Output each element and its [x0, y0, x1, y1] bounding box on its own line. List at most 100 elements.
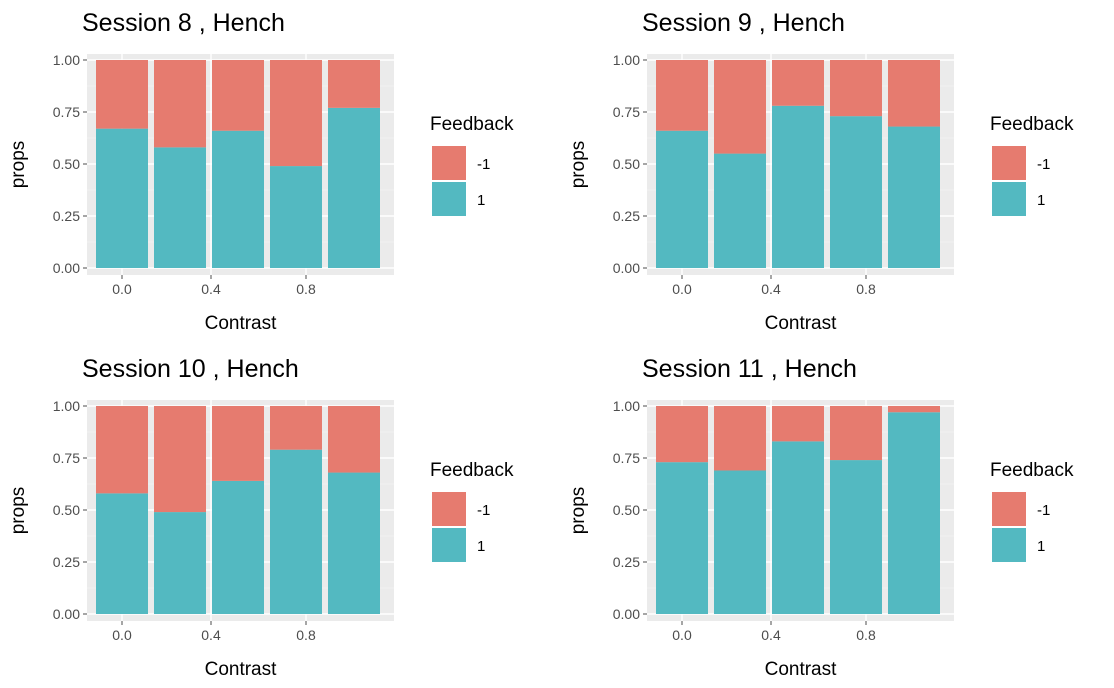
x-axis-title: Contrast	[205, 313, 278, 334]
y-tick-label: 1.00	[613, 398, 640, 414]
legend-label: 1	[1037, 538, 1045, 555]
y-tick-label: 0.25	[613, 554, 640, 570]
x-tick-label: 0.4	[761, 281, 781, 297]
legend-title: Feedback	[430, 460, 514, 481]
bar-segment-feedback-neg1	[830, 60, 882, 117]
bar-segment-feedback-neg1	[270, 406, 322, 450]
bar-segment-feedback-1	[212, 480, 264, 614]
chart-title: Session 9 , Hench	[642, 9, 845, 37]
y-tick-label: 0.50	[613, 502, 640, 518]
bar-segment-feedback-neg1	[714, 406, 766, 471]
x-axis-title: Contrast	[765, 659, 838, 680]
legend-swatch	[432, 146, 466, 180]
y-axis-title: props	[8, 141, 29, 189]
legend-label: 1	[477, 538, 485, 555]
bar-segment-feedback-1	[270, 449, 322, 614]
bar-segment-feedback-1	[96, 128, 148, 268]
y-tick-label: 0.75	[53, 104, 80, 120]
legend: Feedback -1 1	[430, 460, 514, 562]
y-tick-label: 0.50	[613, 156, 640, 172]
bar-segment-feedback-neg1	[96, 60, 148, 129]
y-tick-label: 0.75	[613, 450, 640, 466]
y-tick-label: 0.25	[53, 554, 80, 570]
bar-segment-feedback-1	[656, 130, 708, 268]
bar-segment-feedback-neg1	[212, 406, 264, 481]
x-axis-title: Contrast	[205, 659, 278, 680]
legend-swatch	[992, 146, 1026, 180]
chart-title: Session 11 , Hench	[642, 355, 857, 383]
x-tick-label: 0.4	[761, 627, 781, 643]
bar-segment-feedback-1	[772, 441, 824, 614]
x-tick-label: 0.0	[112, 281, 132, 297]
bar-segment-feedback-1	[328, 107, 380, 268]
bar-segment-feedback-1	[270, 166, 322, 268]
legend-swatch	[432, 492, 466, 526]
y-tick-label: 0.25	[53, 208, 80, 224]
legend: Feedback -1 1	[430, 114, 514, 216]
chart-panel-2: Session 9 , Hench 0.00 0.25 0.50 0.75 1.00 0.0…	[568, 9, 1074, 334]
chart-panel-1: Session 8 , Hench 0.00 0.25 0.50 0.75 1.00 0.0…	[8, 9, 514, 334]
legend-label: -1	[1037, 502, 1050, 519]
y-axis-title: props	[568, 487, 589, 535]
legend-swatch	[432, 528, 466, 562]
x-tick-label: 0.8	[856, 281, 876, 297]
y-axis-title: props	[8, 487, 29, 535]
y-tick-label: 0.00	[53, 606, 80, 622]
y-tick-label: 0.00	[613, 606, 640, 622]
chart-title: Session 10 , Hench	[82, 355, 299, 383]
x-tick-label: 0.4	[201, 627, 221, 643]
y-tick-label: 0.50	[53, 156, 80, 172]
bar-segment-feedback-neg1	[328, 406, 380, 473]
x-tick-label: 0.4	[201, 281, 221, 297]
x-tick-label: 0.8	[296, 281, 316, 297]
chart-panel-3: Session 10 , Hench 0.00 0.25 0.50 0.75 1.00 0.…	[8, 355, 514, 680]
legend-title: Feedback	[430, 114, 514, 135]
legend-label: -1	[1037, 156, 1050, 173]
bar-segment-feedback-neg1	[714, 60, 766, 154]
legend: Feedback -1 1	[990, 114, 1074, 216]
legend-title: Feedback	[990, 114, 1074, 135]
bar-segment-feedback-1	[656, 462, 708, 614]
bar-segment-feedback-1	[154, 147, 206, 268]
legend-swatch	[432, 182, 466, 216]
y-tick-label: 1.00	[53, 398, 80, 414]
bar-segment-feedback-1	[772, 105, 824, 268]
bar-segment-feedback-1	[888, 126, 940, 268]
bar-segment-feedback-neg1	[96, 406, 148, 494]
bar-segment-feedback-1	[830, 460, 882, 614]
bar-segment-feedback-neg1	[830, 406, 882, 461]
bar-segment-feedback-neg1	[772, 60, 824, 106]
legend-label: -1	[477, 502, 490, 519]
y-tick-label: 0.00	[53, 260, 80, 276]
legend-label: 1	[477, 192, 485, 209]
bar-segment-feedback-neg1	[154, 406, 206, 513]
legend-label: 1	[1037, 192, 1045, 209]
bar-segment-feedback-neg1	[888, 406, 940, 413]
legend-title: Feedback	[990, 460, 1074, 481]
y-tick-label: 0.00	[613, 260, 640, 276]
x-tick-label: 0.0	[112, 627, 132, 643]
bar-segment-feedback-neg1	[154, 60, 206, 148]
x-tick-label: 0.8	[856, 627, 876, 643]
y-tick-label: 0.50	[53, 502, 80, 518]
legend-swatch	[992, 528, 1026, 562]
legend-label: -1	[477, 156, 490, 173]
bar-segment-feedback-1	[96, 493, 148, 614]
bar-segment-feedback-neg1	[656, 60, 708, 131]
bar-segment-feedback-1	[714, 153, 766, 268]
bar-segment-feedback-1	[830, 116, 882, 268]
legend-swatch	[992, 182, 1026, 216]
y-tick-label: 1.00	[613, 52, 640, 68]
bar-segment-feedback-neg1	[772, 406, 824, 442]
bar-segment-feedback-neg1	[656, 406, 708, 463]
legend: Feedback -1 1	[990, 460, 1074, 562]
bar-segment-feedback-1	[328, 472, 380, 614]
x-tick-label: 0.0	[672, 281, 692, 297]
bar-segment-feedback-1	[888, 412, 940, 614]
legend-swatch	[992, 492, 1026, 526]
x-tick-label: 0.0	[672, 627, 692, 643]
y-tick-label: 0.25	[613, 208, 640, 224]
y-axis-title: props	[568, 141, 589, 189]
bar-segment-feedback-1	[212, 130, 264, 268]
x-tick-label: 0.8	[296, 627, 316, 643]
